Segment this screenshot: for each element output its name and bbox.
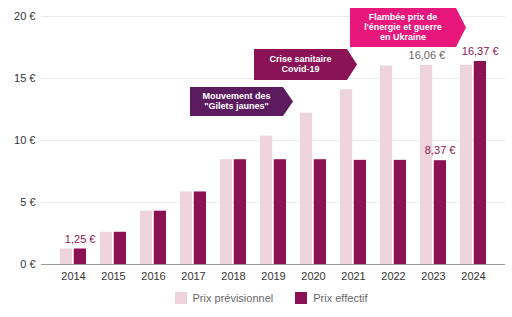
svg-text:2023: 2023	[421, 270, 445, 282]
svg-text:2019: 2019	[261, 270, 285, 282]
svg-text:2020: 2020	[301, 270, 325, 282]
svg-text:2016: 2016	[141, 270, 165, 282]
svg-text:2022: 2022	[381, 270, 405, 282]
svg-text:Crise sanitaireCovid-19: Crise sanitaireCovid-19	[269, 54, 331, 74]
svg-text:8,37 €: 8,37 €	[425, 144, 456, 156]
html-text:Prix prévisionnel: Prix prévisionnel	[192, 292, 274, 304]
svg-text:2014: 2014	[61, 270, 85, 282]
svg-text:2018: 2018	[221, 270, 245, 282]
html-text:Prix effectif: Prix effectif	[313, 292, 368, 304]
svg-text:10 €: 10 €	[14, 134, 35, 146]
svg-text:15 €: 15 €	[14, 72, 35, 84]
svg-text:2021: 2021	[341, 270, 365, 282]
svg-text:2017: 2017	[181, 270, 205, 282]
svg-text:0 €: 0 €	[20, 258, 35, 270]
svg-text:Mouvement des"Gilets jaunes": Mouvement des"Gilets jaunes"	[202, 91, 270, 111]
svg-text:1,25 €: 1,25 €	[65, 233, 96, 245]
svg-text:16,37 €: 16,37 €	[462, 45, 499, 57]
svg-text:2015: 2015	[101, 270, 125, 282]
svg-text:Flambée prix del'énergie et gu: Flambée prix del'énergie et guerreen Ukr…	[364, 12, 442, 42]
svg-text:20 €: 20 €	[14, 10, 35, 22]
svg-text:5 €: 5 €	[20, 196, 35, 208]
svg-text:16,06 €: 16,06 €	[409, 49, 446, 61]
svg-text:2024: 2024	[461, 270, 485, 282]
